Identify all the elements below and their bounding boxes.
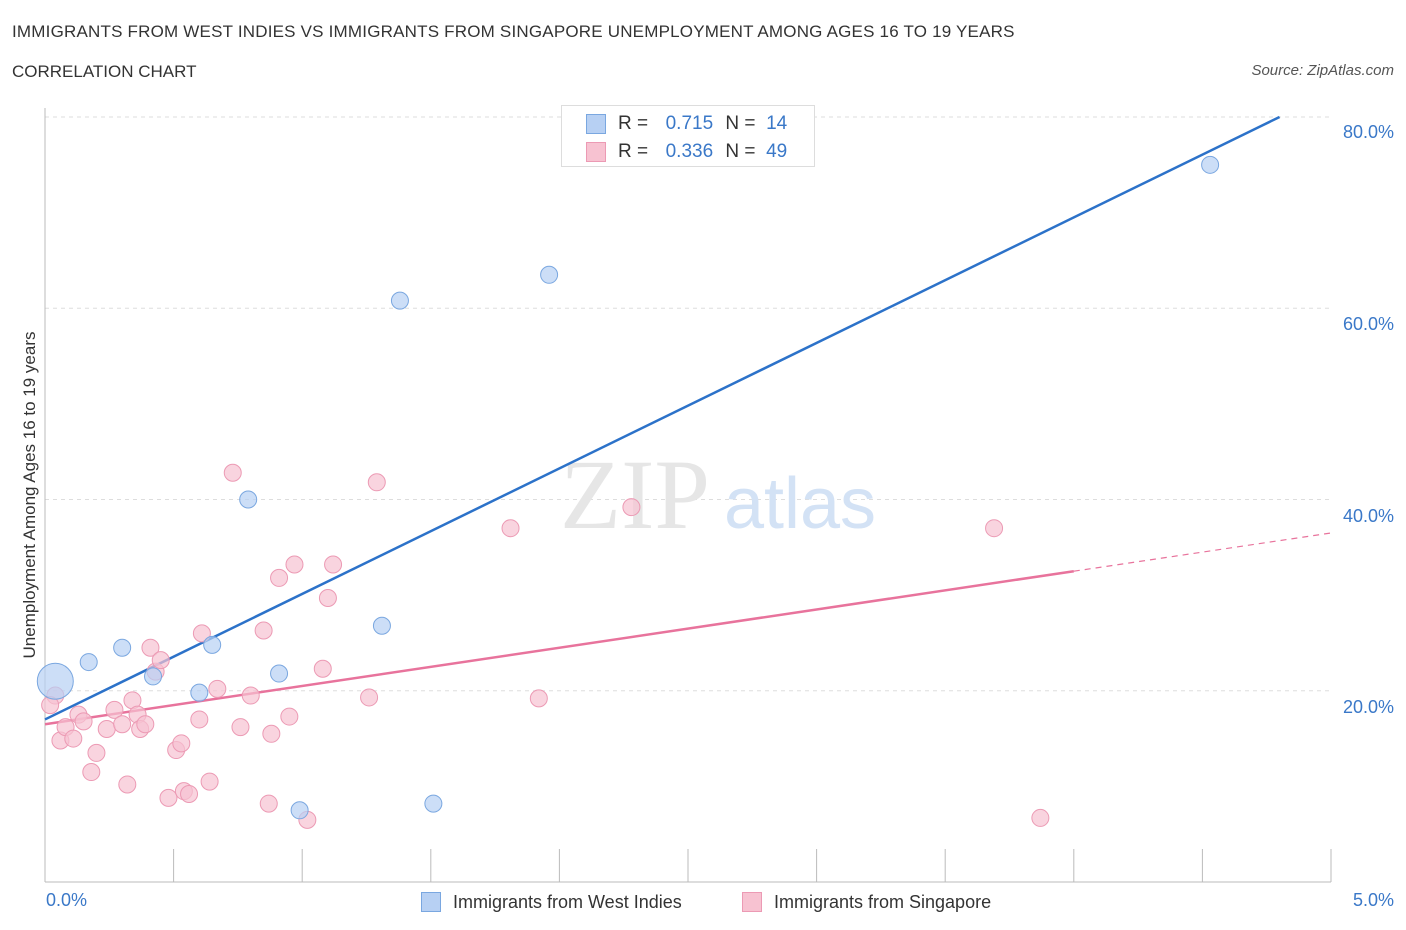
point-singapore: [172, 734, 191, 753]
legend-n-label: N =: [725, 113, 756, 134]
legend-r-label: R =: [618, 141, 649, 162]
point-west-indies: [1201, 155, 1220, 174]
point-singapore: [200, 772, 219, 791]
bottom-legend-swatch-west-indies: [421, 892, 441, 912]
point-singapore: [223, 463, 242, 482]
point-singapore: [136, 715, 155, 734]
point-singapore: [74, 712, 93, 731]
watermark-atlas: atlas: [724, 464, 876, 544]
gridlines: [45, 116, 1331, 692]
point-singapore: [622, 498, 641, 517]
point-singapore: [985, 519, 1004, 538]
legend-r-label: R =: [618, 113, 649, 134]
y-tick-60: 60.0%: [1342, 314, 1394, 334]
points-west-indies: [36, 155, 1220, 820]
legend-n-value: 49: [766, 141, 788, 162]
chart-subtitle: CORRELATION CHART: [12, 62, 197, 81]
source-label: Source: ZipAtlas.com: [1251, 62, 1394, 79]
x-tick-min: 0.0%: [46, 890, 88, 910]
point-west-indies: [390, 291, 409, 310]
point-singapore: [501, 519, 520, 538]
bottom-legend-singapore: Immigrants from Singapore: [742, 888, 991, 916]
point-west-indies: [144, 667, 163, 686]
point-west-indies: [424, 794, 443, 813]
legend-n-label: N =: [725, 141, 756, 162]
point-singapore: [180, 785, 199, 804]
point-west-indies: [203, 635, 222, 654]
watermark: ZIP atlas: [560, 439, 876, 550]
y-tick-20: 20.0%: [1342, 697, 1394, 717]
point-singapore: [192, 624, 211, 643]
point-singapore: [324, 555, 343, 574]
point-singapore: [208, 679, 227, 698]
legend-n-value: 14: [766, 113, 788, 134]
bottom-legend-west-indies: Immigrants from West Indies: [421, 888, 682, 916]
point-singapore: [280, 707, 299, 726]
point-west-indies: [372, 616, 391, 635]
point-singapore: [360, 688, 379, 707]
axes: [44, 108, 1332, 883]
bottom-legend-swatch-singapore: [742, 892, 762, 912]
point-singapore: [241, 686, 260, 705]
point-singapore: [87, 743, 106, 762]
point-singapore: [254, 621, 273, 640]
legend-row-west-indies: R = 0.715 N = 14: [586, 112, 787, 136]
point-singapore: [118, 775, 137, 794]
bottom-legend-label-singapore: Immigrants from Singapore: [774, 891, 992, 912]
point-singapore: [367, 473, 386, 492]
point-west-indies: [190, 683, 209, 702]
legend-swatch-singapore: [586, 142, 606, 162]
trendline-singapore: [44, 569, 1074, 726]
point-west-indies: [79, 653, 98, 672]
point-singapore: [1031, 808, 1050, 827]
point-singapore: [159, 788, 178, 807]
point-west-indies: [540, 265, 559, 284]
point-singapore: [318, 588, 337, 607]
point-singapore: [105, 700, 124, 719]
point-singapore: [82, 763, 101, 782]
point-singapore: [259, 794, 278, 813]
point-singapore: [190, 710, 209, 729]
stats-legend: R = 0.715 N = 14 R = 0.336 N = 49: [561, 105, 815, 167]
y-tick-80: 80.0%: [1342, 122, 1394, 142]
y-tick-40: 40.0%: [1342, 506, 1394, 526]
bottom-legend-label-west-indies: Immigrants from West Indies: [453, 891, 682, 912]
point-singapore: [313, 659, 332, 678]
point-singapore: [262, 724, 281, 743]
chart-title: IMMIGRANTS FROM WEST INDIES VS IMMIGRANT…: [12, 22, 1015, 41]
point-singapore: [270, 568, 289, 587]
legend-row-singapore: R = 0.336 N = 49: [586, 140, 787, 164]
point-singapore: [64, 729, 83, 748]
point-west-indies: [239, 490, 258, 509]
legend-swatch-west-indies: [586, 114, 606, 134]
legend-r-value: 0.336: [665, 141, 714, 162]
point-singapore: [529, 689, 548, 708]
point-singapore: [141, 638, 160, 657]
x-tick-max: 5.0%: [1352, 890, 1394, 910]
point-singapore: [231, 718, 250, 737]
trendline-west-indies: [44, 115, 1281, 721]
points-singapore: [41, 463, 1050, 829]
point-west-indies: [36, 662, 74, 700]
y-axis-label: Unemployment Among Ages 16 to 19 years: [20, 331, 39, 659]
point-singapore: [151, 651, 170, 670]
point-west-indies: [270, 664, 289, 683]
trendline-singapore-extension: [1073, 532, 1332, 572]
point-west-indies: [290, 801, 309, 820]
point-singapore: [285, 555, 304, 574]
point-west-indies: [113, 638, 132, 657]
point-singapore: [97, 720, 116, 738]
point-singapore: [113, 715, 132, 734]
watermark-zip: ZIP: [560, 439, 710, 550]
trendlines: [44, 115, 1332, 726]
legend-r-value: 0.715: [665, 113, 714, 134]
